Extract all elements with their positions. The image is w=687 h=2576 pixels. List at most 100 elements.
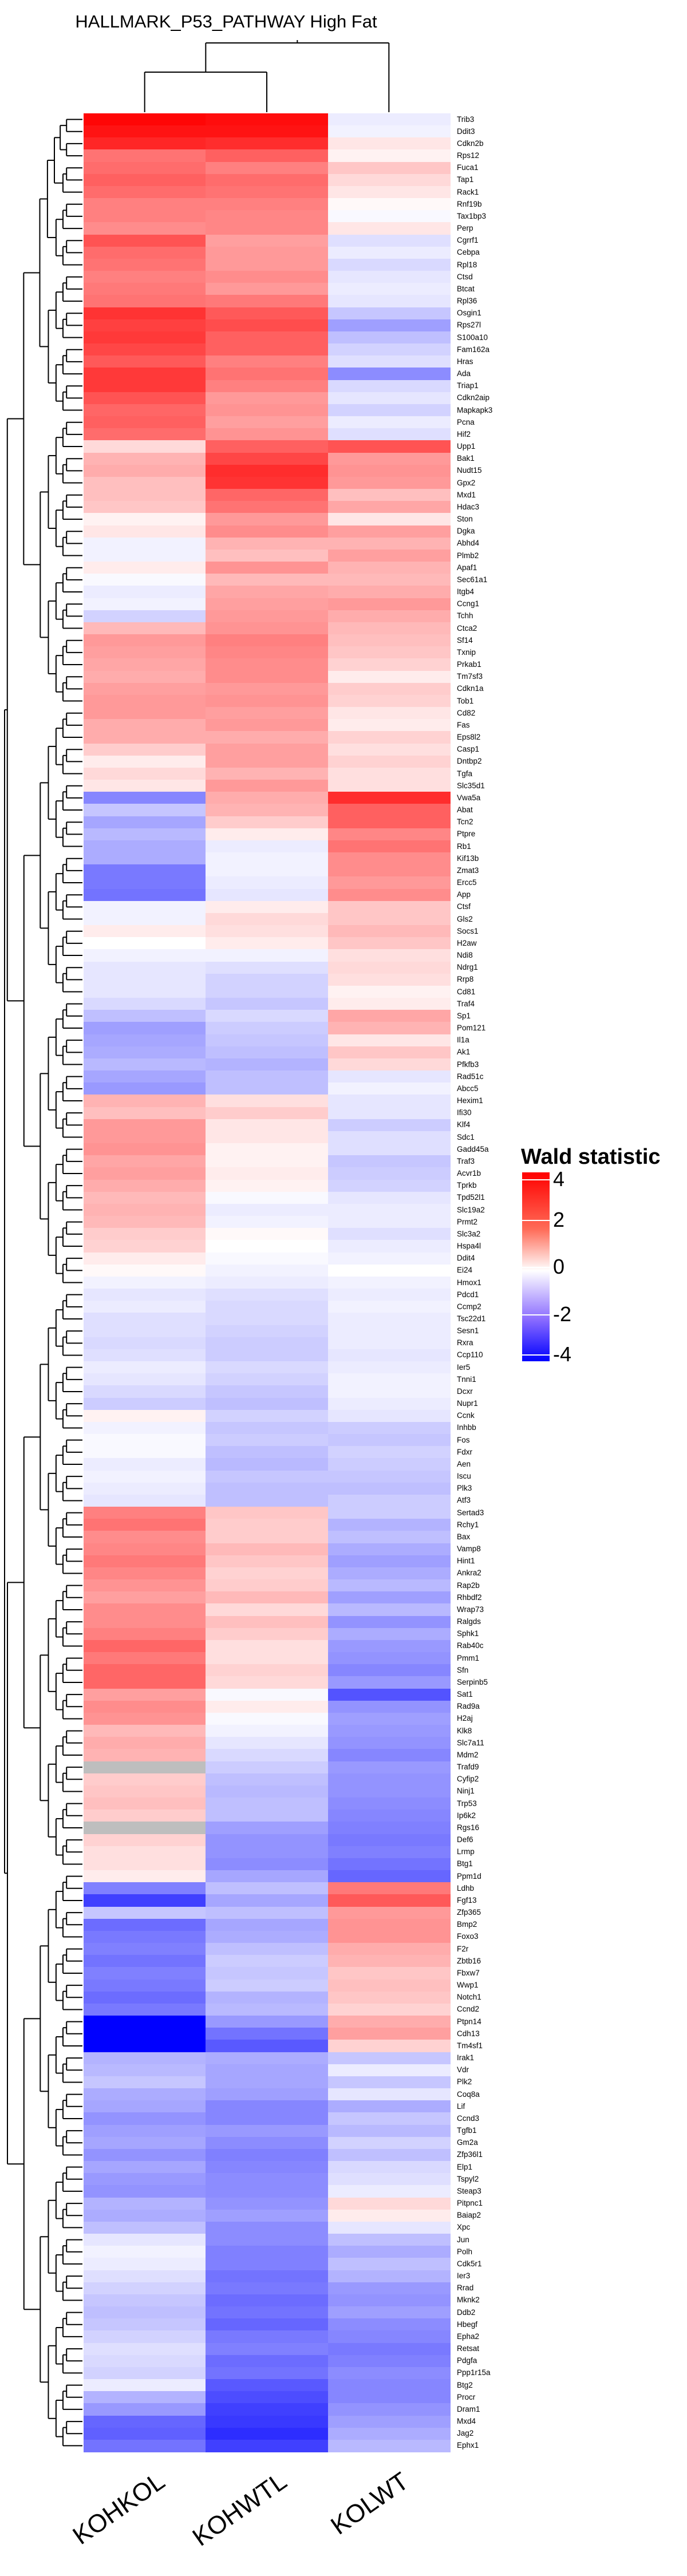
row-label: Ip6k2 [457, 1811, 476, 1820]
heatmap-cell-Ptpn14-KOHWTL [206, 2016, 329, 2028]
heatmap-cell-S100a10-KOLWT [327, 331, 451, 344]
heatmap-cell-Tchh-KOLWT [327, 610, 451, 623]
heatmap-cell-Rps12-KOHKOL [84, 149, 206, 163]
row-label: Sec61a1 [457, 575, 488, 584]
heatmap-cell-Rhbdf2-KOHKOL [84, 1591, 206, 1604]
row-label: Wrap73 [457, 1605, 484, 1614]
heatmap-cell-Ccp110-KOHWTL [206, 1349, 329, 1362]
row-label: Ada [457, 369, 471, 378]
heatmap-cell-Ctsd-KOHWTL [206, 271, 329, 283]
heatmap-cell-Hbegf-KOHWTL [206, 2318, 329, 2331]
heatmap-cell-Osgin1-KOHKOL [84, 307, 206, 320]
heatmap-cell-Casp1-KOHWTL [206, 743, 329, 756]
heatmap-cell-Abhd4-KOLWT [327, 537, 451, 550]
row-label: Dgka [457, 527, 475, 536]
row-label: Pdcd1 [457, 1290, 479, 1299]
row-label: Rab40c [457, 1641, 484, 1650]
heatmap-cell-Ndi8-KOHKOL [84, 949, 206, 962]
heatmap-cell-Fuca1-KOHWTL [206, 161, 329, 175]
heatmap-cell-Trp53-KOHKOL [84, 1797, 206, 1810]
heatmap-cell-Rrad-KOHKOL [84, 2282, 206, 2295]
row-label: Polh [457, 2247, 473, 2256]
heatmap-cell-Rrp8-KOHKOL [84, 973, 206, 986]
row-label: Ralgds [457, 1617, 481, 1626]
heatmap-cell-Cdkn2aip-KOHKOL [84, 392, 206, 405]
heatmap-cell-Atf3-KOHWTL [206, 1494, 329, 1507]
row-label: H2aj [457, 1714, 473, 1723]
heatmap-cell-Slc35d1-KOLWT [327, 780, 451, 792]
heatmap-cell-Ccmp2-KOHWTL [206, 1301, 329, 1313]
heatmap-cell-Ptpre-KOLWT [327, 828, 451, 841]
row-label: Pmm1 [457, 1653, 480, 1662]
heatmap-cell-Plmb2-KOHKOL [84, 549, 206, 562]
heatmap-cell-Zmat3-KOLWT [327, 864, 451, 878]
heatmap-cell-Rap2b-KOHKOL [84, 1579, 206, 1592]
heatmap-cell-Bax-KOHWTL [206, 1531, 329, 1544]
heatmap-cell-Cdh13-KOLWT [327, 2028, 451, 2040]
heatmap-cell-Osgin1-KOLWT [327, 307, 451, 320]
heatmap-cell-Ier3-KOLWT [327, 2270, 451, 2283]
heatmap-cell-Inhbb-KOHWTL [206, 1421, 329, 1435]
heatmap-cell-Dntbp2-KOLWT [327, 755, 451, 768]
row-label: Tprkb [457, 1181, 477, 1190]
heatmap-cell-Ston-KOLWT [327, 513, 451, 526]
heatmap-cell-Irak1-KOLWT [327, 2052, 451, 2065]
heatmap-cell-Rchy1-KOLWT [327, 1519, 451, 1531]
heatmap-cell-Atf3-KOHKOL [84, 1494, 206, 1507]
legend-tick-mark [522, 1219, 550, 1221]
heatmap-cell-Rxra-KOHWTL [206, 1337, 329, 1350]
heatmap-cell-Zfp365-KOLWT [327, 1906, 451, 1919]
row-label: Vwa5a [457, 793, 481, 802]
row-label: Gpx2 [457, 478, 476, 487]
row-label: Fos [457, 1435, 470, 1444]
heatmap-cell-Rab40c-KOLWT [327, 1639, 451, 1653]
heatmap-cell-Hif2-KOLWT [327, 428, 451, 441]
heatmap-cell-Sertad3-KOHWTL [206, 1507, 329, 1519]
row-label: Hras [457, 357, 473, 366]
heatmap-cell-Zbtb16-KOHWTL [206, 1955, 329, 1967]
heatmap-cell-Hras-KOHKOL [84, 355, 206, 369]
heatmap-cell-Steap3-KOHWTL [206, 2185, 329, 2198]
heatmap-cell-Mxd4-KOHKOL [84, 2415, 206, 2428]
heatmap-cell-Mknk2-KOHKOL [84, 2294, 206, 2307]
heatmap-cell-Tob1-KOHWTL [206, 694, 329, 708]
heatmap-cell-Btg2-KOHKOL [84, 2379, 206, 2392]
heatmap-cell-Zfp36l1-KOHKOL [84, 2148, 206, 2162]
heatmap-cell-Tsc22d1-KOHKOL [84, 1313, 206, 1326]
heatmap-cell-Ccmp2-KOHKOL [84, 1301, 206, 1313]
heatmap-cell-Vdr-KOHKOL [84, 2064, 206, 2077]
heatmap-cell-Sf14-KOHWTL [206, 634, 329, 647]
heatmap-cell-Ctsd-KOHKOL [84, 271, 206, 283]
heatmap-cell-Tspyl2-KOLWT [327, 2173, 451, 2186]
heatmap-cell-Foxo3-KOHKOL [84, 1930, 206, 1943]
heatmap-cell-Traf4-KOLWT [327, 998, 451, 1010]
heatmap-cell-Ddit3-KOHWTL [206, 125, 329, 138]
heatmap-cell-Pcna-KOHKOL [84, 416, 206, 429]
heatmap-cell-Rchy1-KOHKOL [84, 1519, 206, 1531]
heatmap-cell-Elp1-KOLWT [327, 2161, 451, 2174]
heatmap-cell-Serpinb5-KOHKOL [84, 1676, 206, 1689]
heatmap-cell-Zfp365-KOHKOL [84, 1906, 206, 1919]
row-label: Sf14 [457, 635, 473, 645]
heatmap-cell-Lif-KOHKOL [84, 2100, 206, 2113]
row-label: Sp1 [457, 1011, 471, 1020]
heatmap-cell-Ctca2-KOLWT [327, 622, 451, 635]
heatmap-cell-Hspa4l-KOLWT [327, 1240, 451, 1253]
heatmap-cell-Itgb4-KOHWTL [206, 586, 329, 599]
row-label: Rps27l [457, 321, 481, 330]
row-label: Nupr1 [457, 1399, 478, 1408]
row-label: Xpc [457, 2223, 471, 2232]
row-label: Ctsd [457, 272, 473, 281]
row-label: Abhd4 [457, 539, 480, 548]
legend-tick-mark [522, 1314, 550, 1315]
row-label: Cdkn2aip [457, 393, 490, 402]
row-label: Ldhb [457, 1883, 475, 1893]
heatmap-cell-Ddit4-KOLWT [327, 1252, 451, 1265]
heatmap-cell-Ralgds-KOHWTL [206, 1615, 329, 1629]
heatmap-cell-Abhd4-KOHWTL [206, 537, 329, 550]
heatmap-cell-Kif13b-KOHKOL [84, 852, 206, 865]
heatmap-cell-Cd81-KOLWT [327, 985, 451, 998]
row-label: F2r [457, 1944, 469, 1953]
row-label: Rack1 [457, 187, 479, 196]
heatmap-cell-Fdxr-KOHWTL [206, 1446, 329, 1459]
